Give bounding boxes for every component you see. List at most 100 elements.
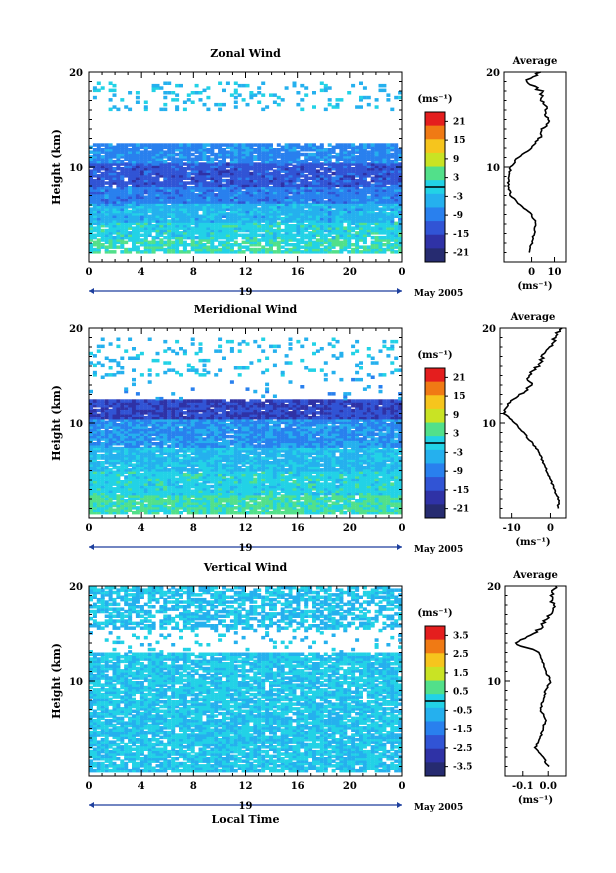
heatmap-cell [218,155,223,159]
heatmap-cell [143,221,148,226]
heatmap-cell [355,240,360,245]
heatmap-cell [366,503,371,508]
heatmap-cell [347,207,352,211]
heatmap-cell [96,487,101,491]
heatmap-cell [257,186,262,190]
heatmap-cell [139,200,144,204]
heatmap-cell [194,224,199,228]
heatmap-cell [163,205,168,209]
heatmap-cell [202,193,207,197]
heatmap-cell [359,159,363,164]
heatmap-cell [374,475,379,479]
heatmap-cell [284,169,289,173]
heatmap-cell [190,247,195,252]
heatmap-cell [398,195,403,199]
heatmap-cell [186,143,191,147]
heatmap-cell [249,145,254,150]
heatmap-cell [323,88,328,93]
heatmap-cell [222,164,226,169]
heatmap-cell [100,243,105,247]
heatmap-cell [312,164,316,169]
heatmap-cell [233,480,238,484]
heatmap-cell [249,243,254,247]
heatmap-cell [378,510,383,515]
heatmap-cell [343,155,348,159]
heatmap-cell [339,143,344,147]
heatmap-cell [319,190,324,195]
heatmap-cell [139,489,144,493]
heatmap-cell [253,219,258,223]
heatmap-cell [229,190,234,195]
heatmap-cell [390,200,395,204]
heatmap-cell [96,472,101,477]
heatmap-cell [312,506,316,510]
heatmap-cell [108,155,113,159]
heatmap-cell [382,496,387,501]
heatmap-cell [323,216,328,221]
heatmap-cell [343,183,348,188]
heatmap-cell [351,202,356,207]
heatmap-cell [355,503,360,508]
heatmap-cell [323,477,328,482]
heatmap-cell [351,169,356,173]
heatmap-cell [241,164,246,169]
heatmap-cell [89,489,93,493]
heatmap-cell [339,228,344,233]
heatmap-cell [175,226,180,230]
heatmap-cell [374,171,379,176]
heatmap-cell [398,197,403,202]
heatmap-cell [272,238,277,242]
heatmap-cell [269,224,273,228]
heatmap-cell [124,231,129,235]
heatmap-cell [135,224,140,228]
heatmap-cell [319,171,324,176]
heatmap-cell [276,508,281,512]
heatmap-cell [257,152,262,157]
heatmap-cell [241,480,246,484]
heatmap-cell [190,148,195,152]
heatmap-cell [327,503,332,508]
heatmap-cell [308,226,313,230]
heatmap-cell [319,214,324,218]
heatmap-cell [378,489,383,493]
heatmap-cell [202,197,207,202]
heatmap-cell [147,470,152,474]
heatmap-cell [139,250,144,254]
heatmap-cell [269,164,273,169]
heatmap-cell [171,494,176,498]
heatmap-cell [100,159,105,164]
heatmap-cell [339,491,344,496]
heatmap-cell [179,226,183,230]
heatmap-cell [288,145,293,150]
heatmap-cell [343,150,348,154]
heatmap-cell [276,233,281,237]
heatmap-cell [335,98,340,102]
heatmap-cell [218,183,223,188]
colorbar-tick-label: -21 [453,249,469,259]
heatmap-cell [300,186,305,190]
heatmap-cell [296,228,301,233]
heatmap-cell [323,190,328,195]
heatmap-cell [319,235,324,240]
heatmap-cell [132,477,136,482]
heatmap-cell [390,190,395,195]
heatmap-cell [104,470,109,474]
heatmap-cell [214,143,219,147]
heatmap-cell [394,207,399,211]
heatmap-cell [206,155,211,159]
heatmap-cell [241,212,246,216]
heatmap-cell [167,209,172,214]
heatmap-cell [89,216,93,221]
heatmap-cell [312,503,316,508]
heatmap-cell [292,245,297,249]
heatmap-cell [323,157,328,161]
heatmap-cell [190,152,195,157]
heatmap-cell [182,107,187,112]
heatmap-cell [112,105,117,109]
heatmap-cell [280,238,285,242]
heatmap-cell [237,496,242,501]
heatmap-cell [163,240,168,245]
heatmap-cell [210,475,215,479]
heatmap-cell [167,200,172,204]
heatmap-cell [210,183,215,188]
